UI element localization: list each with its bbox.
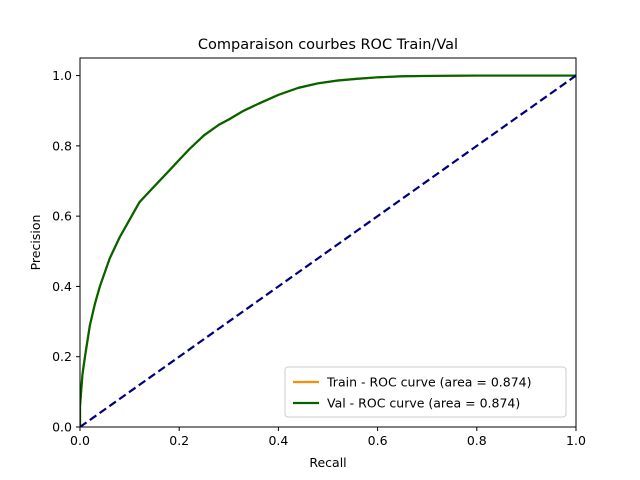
x-tick-label: 0.4	[268, 433, 288, 448]
legend-entry-label: Val - ROC curve (area = 0.874)	[327, 396, 520, 411]
x-tick-label: 0.0	[70, 433, 90, 448]
y-tick-label: 0.2	[52, 349, 72, 364]
legend-entry-label: Train - ROC curve (area = 0.874)	[326, 375, 532, 390]
plot-frame	[79, 57, 577, 428]
series-line-1	[80, 74, 576, 427]
chart-title: Comparaison courbes ROC Train/Val	[198, 37, 458, 53]
y-tick-label: 0.4	[52, 279, 72, 294]
y-axis-label: Precision	[28, 215, 43, 271]
y-tick-label: 0.0	[52, 420, 72, 435]
axis-ticks: 0.0 0.2 0.4 0.6 0.8 1.0 0.0 0.2 0.4 0.6 0.8 1.0	[52, 68, 586, 448]
x-axis-label: Recall	[309, 455, 346, 470]
y-tick-label: 0.6	[52, 209, 72, 224]
legend: Train - ROC curve (area = 0.874) Val - RO…	[284, 366, 567, 418]
x-tick-label: 1.0	[566, 433, 586, 448]
y-tick-label: 1.0	[52, 68, 72, 83]
reference-diagonal-line	[80, 74, 576, 427]
legend-box	[284, 366, 567, 418]
x-tick-label: 0.2	[169, 433, 189, 448]
y-tick-label: 0.8	[52, 138, 72, 153]
x-tick-label: 0.6	[368, 433, 388, 448]
x-tick-label: 0.8	[467, 433, 487, 448]
plot-area	[80, 74, 576, 427]
